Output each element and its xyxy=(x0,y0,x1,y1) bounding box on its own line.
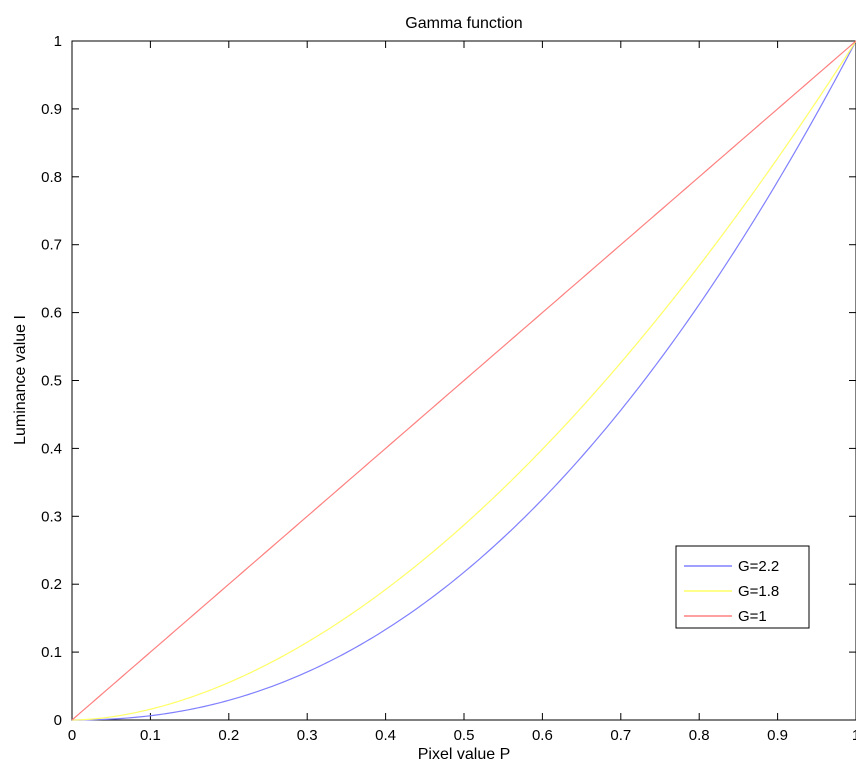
x-tick-label: 0.7 xyxy=(610,727,631,744)
legend: G=2.2 G=1.8 G=1 xyxy=(675,545,810,629)
legend-entry-label: G=1.8 xyxy=(738,583,779,600)
legend-entry-label: G=2.2 xyxy=(738,558,779,575)
x-tick-label: 1 xyxy=(852,727,856,744)
x-axis-label: Pixel value P xyxy=(418,746,511,763)
y-tick-label: 0.1 xyxy=(41,644,62,661)
series-line-g-1-8 xyxy=(71,40,856,721)
x-tick-label: 0.3 xyxy=(297,727,318,744)
y-tick-label: 0.9 xyxy=(41,101,62,118)
y-tick-label: 0 xyxy=(54,712,62,729)
x-tick-label: 0.2 xyxy=(218,727,239,744)
x-tick-label: 0.1 xyxy=(140,727,161,744)
series-line-g-2-2 xyxy=(71,40,856,721)
y-tick-label: 0.3 xyxy=(41,508,62,525)
x-tick-label: 0.4 xyxy=(375,727,396,744)
legend-box xyxy=(675,545,810,629)
y-tick-label: 0.4 xyxy=(41,440,62,457)
x-axis: 0 0.1 0.2 0.3 0.4 0.5 0.6 0.7 0.8 0.9 1 xyxy=(68,41,856,744)
y-axis-label: Luminance value I xyxy=(12,315,29,445)
y-tick-label: 0.7 xyxy=(41,237,62,254)
legend-entry-label: G=1 xyxy=(738,608,767,625)
x-tick-label: 0.6 xyxy=(532,727,553,744)
y-tick-label: 0.5 xyxy=(41,373,62,390)
x-tick-label: 0.9 xyxy=(767,727,788,744)
chart-title: Gamma function xyxy=(405,15,522,32)
y-tick-label: 0.8 xyxy=(41,169,62,186)
y-tick-label: 1 xyxy=(54,33,62,50)
y-tick-label: 0.2 xyxy=(41,576,62,593)
y-axis: 0 0.1 0.2 0.3 0.4 0.5 0.6 0.7 0.8 0.9 1 xyxy=(41,33,856,729)
x-tick-label: 0 xyxy=(68,727,76,744)
y-tick-label: 0.6 xyxy=(41,305,62,322)
x-tick-label: 0.8 xyxy=(689,727,710,744)
series-line-g-1 xyxy=(71,40,856,721)
x-tick-label: 0.5 xyxy=(454,727,475,744)
series-lines xyxy=(71,40,856,721)
